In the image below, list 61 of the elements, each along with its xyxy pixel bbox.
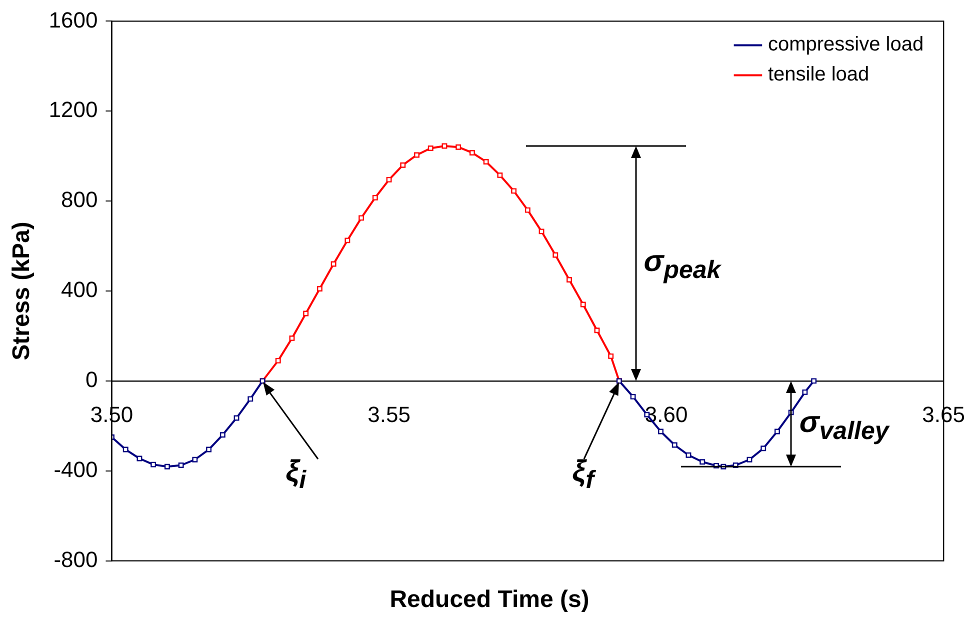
y-tick-label: 1200 bbox=[48, 97, 98, 122]
point bbox=[344, 238, 350, 244]
point bbox=[483, 159, 489, 164]
point bbox=[524, 207, 530, 213]
point bbox=[811, 378, 817, 384]
point bbox=[760, 446, 766, 452]
y-tick-label: 1600 bbox=[48, 7, 98, 32]
point bbox=[192, 456, 198, 462]
annotation: σ$_{valley}$ bbox=[799, 406, 889, 445]
point bbox=[538, 228, 544, 234]
point bbox=[234, 415, 240, 421]
point bbox=[630, 394, 636, 400]
point bbox=[316, 286, 322, 292]
annotation: ξ$_{f}$ bbox=[572, 454, 594, 494]
point bbox=[248, 396, 254, 402]
point bbox=[802, 389, 808, 395]
point bbox=[386, 176, 392, 182]
x-tick-label: 3.60 bbox=[644, 402, 688, 428]
point bbox=[511, 188, 517, 194]
point bbox=[672, 442, 678, 448]
legend-label: compressive load bbox=[768, 34, 924, 56]
y-axis-title: Stress (kPa) bbox=[8, 222, 36, 360]
point bbox=[358, 215, 364, 221]
point bbox=[580, 302, 586, 308]
point bbox=[428, 146, 434, 151]
point bbox=[122, 446, 128, 452]
point bbox=[400, 162, 406, 168]
point bbox=[700, 459, 706, 465]
annotation: ξ$_{i}$ bbox=[286, 454, 306, 494]
point bbox=[289, 335, 295, 341]
annotation: σ$_{peak}$ bbox=[644, 245, 721, 284]
point bbox=[136, 456, 142, 462]
point bbox=[566, 277, 572, 282]
point bbox=[552, 252, 558, 258]
point bbox=[746, 456, 752, 462]
y-tick-label: 0 bbox=[85, 366, 98, 392]
point bbox=[220, 432, 226, 438]
point bbox=[414, 152, 420, 158]
point bbox=[608, 353, 614, 359]
point bbox=[303, 310, 309, 316]
point bbox=[164, 464, 170, 470]
point bbox=[686, 452, 692, 458]
point bbox=[469, 150, 475, 156]
point bbox=[456, 144, 462, 150]
y-tick-label: -400 bbox=[54, 456, 98, 482]
x-tick-label: 3.55 bbox=[368, 402, 410, 428]
point bbox=[206, 446, 212, 452]
point bbox=[275, 358, 281, 364]
point bbox=[330, 261, 336, 267]
point bbox=[594, 328, 600, 334]
legend-label: tensile load bbox=[768, 64, 870, 86]
point bbox=[178, 462, 184, 468]
point bbox=[497, 172, 503, 178]
point bbox=[372, 194, 378, 200]
point bbox=[774, 428, 780, 434]
y-tick-label: 400 bbox=[61, 277, 98, 302]
x-axis-title: Reduced Time (s) bbox=[388, 586, 590, 614]
y-tick-label: 800 bbox=[61, 187, 98, 212]
y-tick-label: -800 bbox=[54, 546, 98, 572]
point bbox=[658, 428, 664, 434]
point bbox=[150, 462, 156, 468]
